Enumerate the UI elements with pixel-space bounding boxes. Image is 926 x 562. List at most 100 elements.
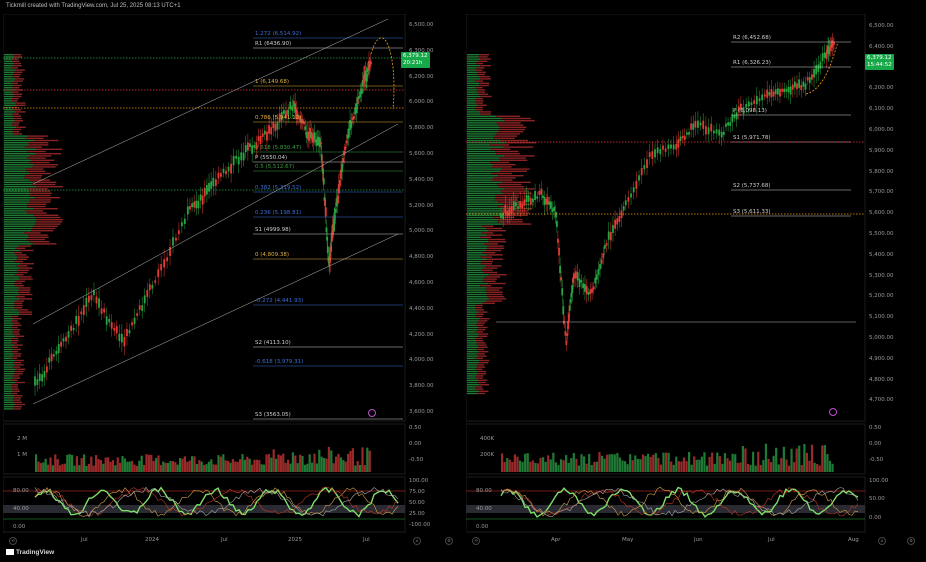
right-osc-left-tick: 40.00: [476, 506, 492, 512]
right-time-tick: Jul: [768, 537, 775, 543]
right-time-tick: Apr: [551, 537, 561, 543]
right-level-label: S2 (5,737.68): [733, 183, 771, 189]
left-price-tick: 4,800.00: [409, 254, 434, 261]
left-level-label: S1 (4999.98): [255, 227, 291, 233]
right-auto-scale-icon[interactable]: A: [878, 537, 886, 545]
right-price-tick: 6,200.00: [869, 85, 894, 92]
left-time-tick: 2024: [145, 537, 159, 543]
left-chart-canvas[interactable]: [3, 14, 463, 547]
left-price-tick: 5,400.00: [409, 176, 434, 183]
left-osc-right-tick: 75.00: [409, 489, 425, 495]
left-volume-right-tick: 0.00: [409, 441, 422, 447]
right-price-tick: 4,900.00: [869, 355, 894, 362]
left-volume-right-tick: 0.50: [409, 425, 422, 431]
left-price-tick: 3,600.00: [409, 409, 434, 415]
right-price-tick: 5,400.00: [869, 251, 894, 258]
right-level-label: S1 (5,971.78): [733, 135, 771, 141]
right-price-tag: 6,379.12 15:44:52: [865, 54, 894, 70]
left-osc-right-tick: 50.00: [409, 500, 425, 506]
right-goto-icon[interactable]: ⟲: [472, 537, 480, 545]
tradingview-logo-text: TradingView: [16, 549, 55, 556]
left-osc-right-tick: -100.00: [409, 522, 431, 528]
left-price-tick: 5,800.00: [409, 125, 434, 132]
left-price-tag-price: 6,379.12: [403, 53, 428, 59]
tradingview-logo[interactable]: TradingView: [6, 549, 54, 556]
right-osc-right-tick: 0.00: [869, 514, 882, 521]
left-level-label: P (5550.04): [255, 155, 288, 161]
left-osc-left-tick: 80.00: [13, 488, 29, 494]
left-level-label: 0.786 (5,941.12): [255, 115, 302, 121]
left-time-tick: Jul: [363, 537, 370, 543]
right-price-tick: 5,100.00: [869, 314, 894, 321]
right-level-label: R1 (6,326.23): [733, 60, 771, 66]
left-price-tick: 4,000.00: [409, 357, 434, 364]
left-auto-scale-icon[interactable]: A: [413, 537, 421, 545]
right-price-tick: 6,100.00: [869, 106, 894, 113]
left-level-label: 1 (6,149.68): [255, 79, 290, 85]
right-level-label: R2 (6,452.68): [733, 35, 771, 41]
right-price-tick: 6,400.00: [869, 43, 894, 50]
left-level-label: -0.272 (4,441.93): [255, 298, 304, 304]
right-price-tick: 5,200.00: [869, 293, 894, 300]
right-price-tag-price: 6,379.12: [867, 55, 892, 61]
right-osc-right-tick: 100.00: [869, 478, 889, 484]
right-level-label: P (6,098.13): [733, 108, 767, 114]
left-price-tag-timer: 20:21h: [403, 60, 423, 66]
right-price-tick: 5,600.00: [869, 210, 894, 217]
right-price-tick: 4,700.00: [869, 397, 894, 404]
right-volume-tick: 200K: [480, 452, 495, 458]
left-price-tick: 6,000.00: [409, 99, 434, 106]
right-price-tick: 5,300.00: [869, 272, 894, 279]
right-price-tick: 5,800.00: [869, 168, 894, 175]
tradingview-logo-icon: [6, 549, 14, 556]
left-level-label: 0.236 (5,198.81): [255, 210, 302, 216]
left-price-tick: 3,800.00: [409, 383, 434, 390]
left-goto-icon[interactable]: ⟲: [9, 537, 17, 545]
left-level-label: 0.5 (5,512.67): [255, 164, 295, 170]
right-time-tick: May: [622, 537, 634, 543]
left-price-tick: 4,200.00: [409, 331, 434, 338]
left-osc-right-tick: 25.00: [409, 511, 425, 517]
left-price-tick: 5,600.00: [409, 151, 434, 157]
left-level-label: R1 (6436.90): [255, 41, 292, 47]
left-volume-right-tick: -0.50: [409, 457, 424, 463]
left-price-tick: 5,200.00: [409, 202, 434, 209]
right-volume-right-tick: -0.50: [869, 457, 884, 463]
right-price-tick: 5,700.00: [869, 189, 894, 196]
left-time-tick: Jul: [221, 537, 228, 543]
right-chart-panel[interactable]: 6,500.006,400.006,300.006,200.006,100.00…: [466, 14, 923, 547]
right-volume-tick: 400K: [480, 436, 495, 442]
right-price-tick: 6,500.00: [869, 23, 894, 29]
right-osc-left-tick: 80.00: [476, 488, 492, 494]
right-alert-icon[interactable]: [829, 408, 837, 416]
right-osc-right-tick: 50.00: [869, 496, 885, 503]
left-level-label: 0.382 (5,319.52): [255, 185, 302, 191]
left-log-scale-icon[interactable]: ⚙: [445, 537, 453, 545]
right-chart-canvas[interactable]: [466, 14, 923, 547]
right-time-tick: Aug: [848, 537, 859, 543]
left-price-tick: 6,300.00: [409, 47, 434, 54]
left-osc-left-tick: 40.00: [13, 506, 29, 512]
right-price-tag-timer: 15:44:52: [867, 62, 892, 68]
left-time-tick: Jul: [81, 537, 88, 543]
left-osc-right-tick: 100.00: [409, 478, 429, 484]
right-price-tick: 4,800.00: [869, 376, 894, 383]
left-level-label: 0.618 (5,830.47): [255, 145, 302, 151]
left-level-label: S2 (4113.10): [255, 340, 291, 346]
chart-header: Tickmill created with TradingView.com, J…: [6, 3, 181, 9]
left-price-tick: 6,500.00: [409, 22, 434, 28]
left-volume-tick: 2 M: [17, 436, 27, 442]
right-level-label: S3 (5,611.33): [733, 209, 771, 215]
left-volume-tick: 1 M: [17, 452, 27, 458]
right-log-scale-icon[interactable]: ⚙: [907, 537, 915, 545]
left-level-label: S3 (3563.05): [255, 412, 291, 418]
left-level-label: 1.272 (6,514.92): [255, 31, 302, 37]
right-price-tick: 5,500.00: [869, 231, 894, 237]
left-price-tick: 5,000.00: [409, 228, 434, 235]
left-time-tick: 2025: [288, 537, 302, 543]
right-volume-right-tick: 0.00: [869, 441, 882, 447]
left-alert-icon[interactable]: [368, 409, 376, 417]
left-level-label: 0 (4,809.38): [255, 252, 290, 258]
right-time-tick: Jun: [694, 537, 703, 543]
left-chart-panel[interactable]: 6,500.00 6,300.00 6,200.00 6,000.00 5,800.00…: [3, 14, 463, 547]
